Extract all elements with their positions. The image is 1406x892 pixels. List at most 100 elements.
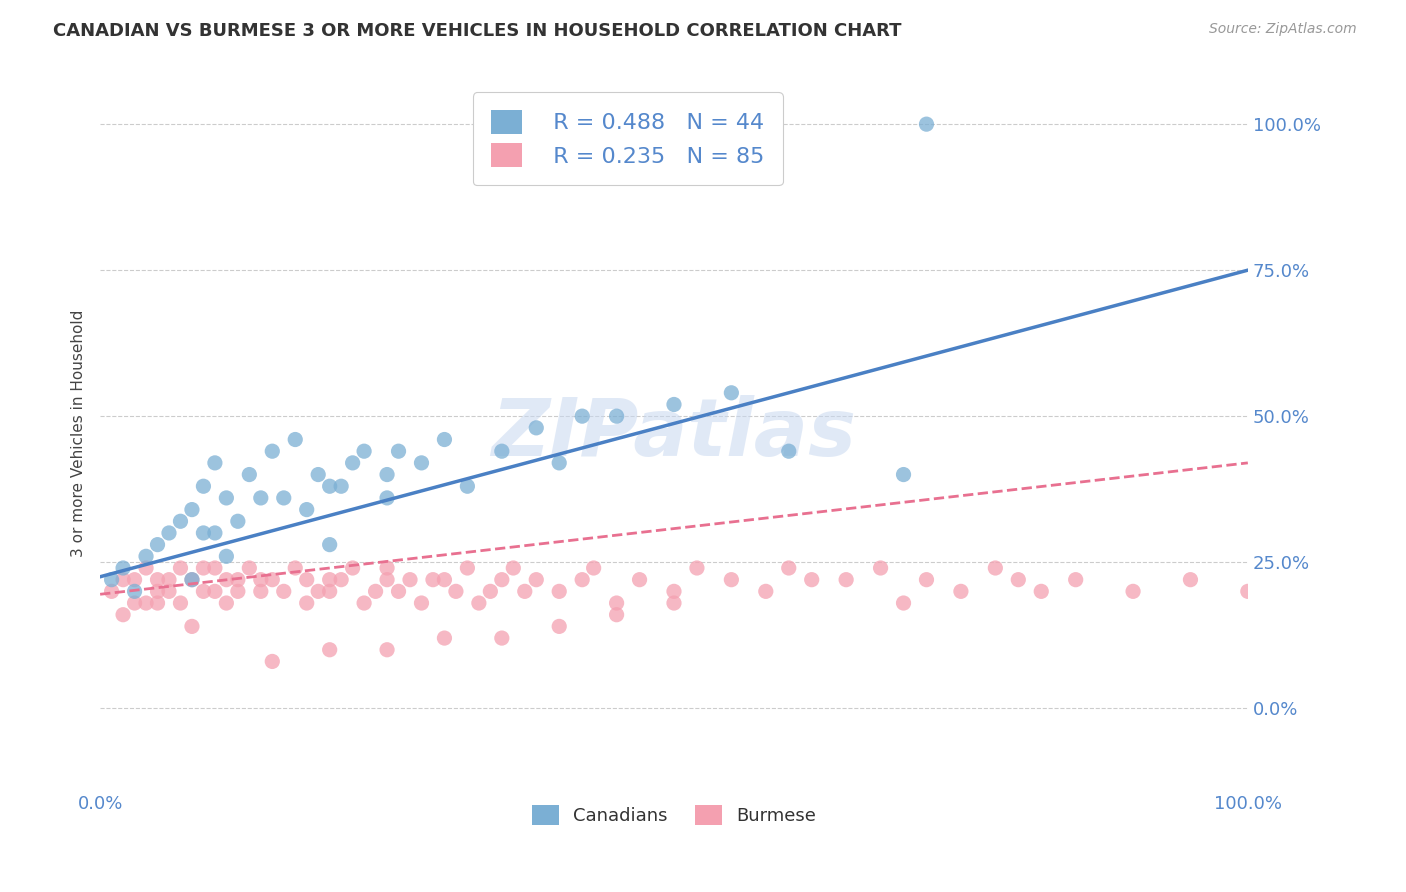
Point — [342, 561, 364, 575]
Point — [1180, 573, 1202, 587]
Point — [100, 584, 122, 599]
Point — [387, 584, 409, 599]
Point — [330, 479, 353, 493]
Point — [869, 561, 891, 575]
Point — [262, 444, 284, 458]
Point — [318, 479, 340, 493]
Point — [422, 573, 444, 587]
Point — [124, 596, 146, 610]
Point — [146, 584, 169, 599]
Point — [262, 655, 284, 669]
Point — [375, 573, 398, 587]
Point — [146, 573, 169, 587]
Point — [502, 561, 524, 575]
Point — [204, 456, 226, 470]
Point — [479, 584, 502, 599]
Point — [204, 584, 226, 599]
Point — [606, 409, 628, 424]
Point — [949, 584, 972, 599]
Point — [571, 573, 593, 587]
Point — [778, 444, 800, 458]
Point — [307, 467, 329, 482]
Point — [330, 573, 353, 587]
Point — [181, 573, 204, 587]
Point — [399, 573, 422, 587]
Point — [1031, 584, 1053, 599]
Point — [215, 549, 238, 564]
Point — [204, 561, 226, 575]
Point — [193, 584, 215, 599]
Point — [353, 596, 375, 610]
Point — [135, 561, 157, 575]
Point — [606, 607, 628, 622]
Point — [491, 573, 513, 587]
Point — [100, 573, 122, 587]
Point — [720, 573, 742, 587]
Point — [135, 596, 157, 610]
Point — [662, 397, 685, 411]
Point — [204, 525, 226, 540]
Point — [433, 631, 456, 645]
Point — [342, 456, 364, 470]
Point — [262, 573, 284, 587]
Point — [548, 456, 571, 470]
Point — [444, 584, 467, 599]
Point — [491, 444, 513, 458]
Point — [433, 433, 456, 447]
Point — [375, 491, 398, 505]
Point — [215, 596, 238, 610]
Point — [112, 607, 135, 622]
Point — [835, 573, 858, 587]
Point — [513, 584, 536, 599]
Point — [238, 561, 260, 575]
Point — [364, 584, 387, 599]
Point — [193, 479, 215, 493]
Point — [112, 573, 135, 587]
Point — [146, 538, 169, 552]
Point — [375, 561, 398, 575]
Point — [135, 549, 157, 564]
Point — [456, 479, 478, 493]
Point — [548, 619, 571, 633]
Point — [411, 456, 433, 470]
Point — [318, 584, 340, 599]
Point — [1237, 584, 1260, 599]
Point — [112, 561, 135, 575]
Point — [456, 561, 478, 575]
Text: ZIPatlas: ZIPatlas — [492, 394, 856, 473]
Point — [318, 642, 340, 657]
Point — [524, 573, 547, 587]
Point — [238, 467, 260, 482]
Point — [628, 573, 651, 587]
Point — [778, 561, 800, 575]
Point — [273, 584, 295, 599]
Point — [273, 491, 295, 505]
Point — [215, 491, 238, 505]
Point — [375, 642, 398, 657]
Point — [1064, 573, 1087, 587]
Point — [193, 525, 215, 540]
Point — [295, 596, 318, 610]
Point — [755, 584, 778, 599]
Point — [915, 573, 938, 587]
Point — [284, 433, 307, 447]
Point — [375, 467, 398, 482]
Point — [249, 584, 271, 599]
Point — [893, 467, 915, 482]
Point — [353, 444, 375, 458]
Point — [181, 573, 204, 587]
Point — [662, 584, 685, 599]
Point — [157, 525, 180, 540]
Point — [157, 584, 180, 599]
Point — [181, 502, 204, 516]
Point — [295, 573, 318, 587]
Point — [893, 596, 915, 610]
Point — [1007, 573, 1029, 587]
Point — [582, 561, 605, 575]
Point — [169, 561, 191, 575]
Point — [800, 573, 823, 587]
Point — [524, 421, 547, 435]
Legend: Canadians, Burmese: Canadians, Burmese — [523, 797, 825, 834]
Point — [215, 573, 238, 587]
Point — [157, 573, 180, 587]
